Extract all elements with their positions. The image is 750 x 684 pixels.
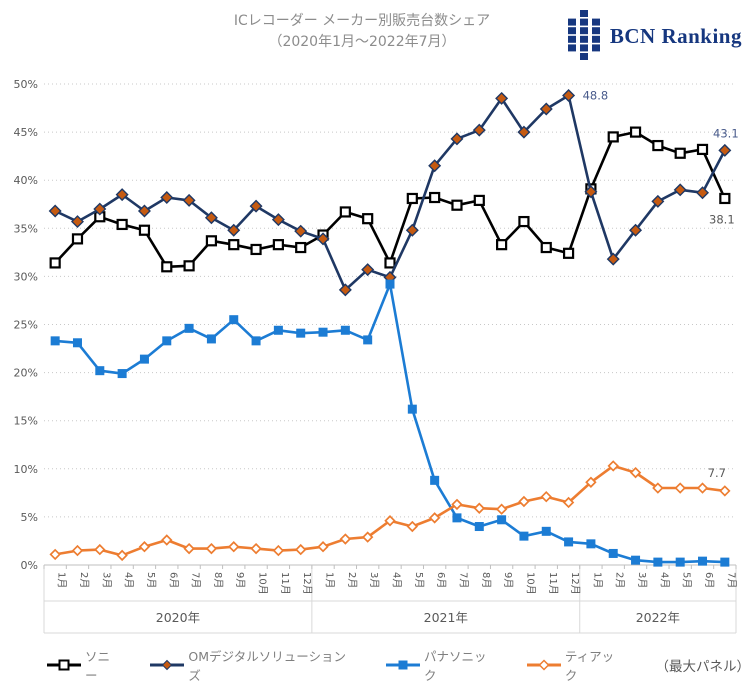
legend-item-panasonic: パナソニック (385, 646, 499, 684)
bcn-logo-mark-icon (568, 10, 601, 62)
legend-marker-panasonic (385, 658, 421, 672)
legend-label-teac: ティアック (565, 646, 627, 684)
svg-text:5月: 5月 (681, 572, 693, 588)
svg-text:20%: 20% (14, 367, 38, 380)
svg-text:12月: 12月 (569, 572, 581, 595)
svg-text:30%: 30% (14, 270, 38, 283)
legend-item-teac: ティアック (526, 646, 627, 684)
svg-text:8月: 8月 (212, 572, 224, 588)
bcn-logo-text: BCN Ranking (610, 24, 742, 49)
legend-item-om-digital-solutions: OMデジタルソリューションズ (149, 646, 358, 684)
legend-marker-om-digital-solutions (149, 658, 185, 672)
svg-text:2月: 2月 (78, 572, 90, 588)
svg-text:3月: 3月 (100, 572, 112, 588)
svg-text:2022年: 2022年 (636, 610, 680, 625)
svg-text:9月: 9月 (234, 572, 246, 588)
svg-text:8月: 8月 (480, 572, 492, 588)
series-sony (51, 128, 730, 272)
svg-text:10%: 10% (14, 463, 38, 476)
svg-text:9月: 9月 (502, 572, 514, 588)
svg-text:5月: 5月 (145, 572, 157, 588)
svg-text:6月: 6月 (167, 572, 179, 588)
svg-text:11月: 11月 (279, 572, 291, 595)
data-label-38.1: 38.1 (709, 212, 735, 226)
svg-text:15%: 15% (14, 415, 38, 428)
series-teac (51, 461, 730, 559)
x-axis-years: 2020年 2021年 2022年 (156, 610, 680, 625)
legend-label-panasonic: パナソニック (424, 646, 499, 684)
svg-text:2月: 2月 (614, 572, 626, 588)
y-axis-labels: 0% 5% 10% 15% 20% 25% 30% 35% 40% 45% 50% (14, 78, 38, 572)
legend-label-om-digital-solutions: OMデジタルソリューションズ (188, 646, 358, 684)
chart-header: ICレコーダー メーカー別販売台数シェア （2020年1月～2022年7月） B… (0, 0, 750, 70)
svg-text:3月: 3月 (368, 572, 380, 588)
svg-text:7月: 7月 (457, 572, 469, 588)
legend-label-sony: ソニー (85, 646, 122, 684)
svg-text:7月: 7月 (190, 572, 202, 588)
svg-text:1月: 1月 (56, 572, 68, 588)
x-axis-months: 1月 2月 3月 4月 5月 6月 7月 8月 9月 10月 11月 12月 1月 2月 3月 4月 5月 6月 7… (56, 572, 738, 595)
legend-marker-teac (526, 658, 562, 672)
svg-text:10月: 10月 (257, 572, 269, 595)
legend-suffix-note: （最大パネル） (656, 655, 750, 675)
svg-text:10月: 10月 (524, 572, 536, 595)
svg-text:11月: 11月 (547, 572, 559, 595)
svg-text:4月: 4月 (391, 572, 403, 588)
legend-item-sony: ソニー (46, 646, 122, 684)
svg-text:6月: 6月 (435, 572, 447, 588)
svg-text:25%: 25% (14, 319, 38, 332)
svg-text:0%: 0% (21, 559, 38, 572)
svg-text:1月: 1月 (591, 572, 603, 588)
data-label-48.8: 48.8 (583, 89, 609, 103)
svg-text:2月: 2月 (346, 572, 358, 588)
svg-text:40%: 40% (14, 174, 38, 187)
svg-text:45%: 45% (14, 126, 38, 139)
data-label-43.1: 43.1 (713, 126, 739, 140)
svg-text:5月: 5月 (413, 572, 425, 588)
svg-text:3月: 3月 (636, 572, 648, 588)
svg-text:2020年: 2020年 (156, 610, 200, 625)
svg-text:5%: 5% (21, 511, 38, 524)
data-label-7.7: 7.7 (708, 466, 726, 480)
svg-text:1月: 1月 (324, 572, 336, 588)
svg-text:12月: 12月 (301, 572, 313, 595)
y-gridlines (44, 84, 736, 517)
svg-text:6月: 6月 (703, 572, 715, 588)
chart-legend: ソニー OMデジタルソリューションズ パナソニック ティアック （最大パネル） (0, 646, 750, 684)
svg-text:35%: 35% (14, 222, 38, 235)
svg-text:7月: 7月 (725, 572, 737, 588)
legend-marker-sony (46, 658, 82, 672)
svg-text:2021年: 2021年 (424, 610, 468, 625)
share-line-chart: 0% 5% 10% 15% 20% 25% 30% 35% 40% 45% 50% 1月 2月 3月 4月 5… (0, 70, 750, 635)
svg-text:50%: 50% (14, 78, 38, 91)
svg-text:4月: 4月 (123, 572, 135, 588)
svg-text:4月: 4月 (658, 572, 670, 588)
bcn-ranking-logo: BCN Ranking (568, 10, 742, 62)
